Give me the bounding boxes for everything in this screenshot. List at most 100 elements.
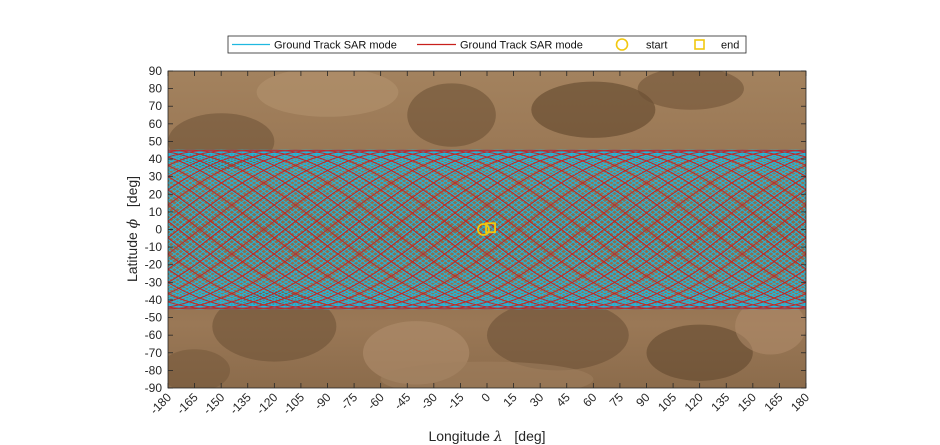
legend-label-start: start xyxy=(646,40,667,52)
track-line xyxy=(168,149,806,310)
y-tick-label: 70 xyxy=(149,99,163,113)
legend-swatch-end xyxy=(694,39,705,50)
track-line xyxy=(168,149,806,310)
x-tick-label: -75 xyxy=(338,390,360,412)
map-patch xyxy=(380,361,594,388)
x-tick-label: -135 xyxy=(227,390,254,417)
y-tick-label: -60 xyxy=(145,328,163,342)
x-tick-label: 75 xyxy=(607,390,627,410)
legend-label-end: end xyxy=(721,40,739,52)
y-tick-label: 90 xyxy=(149,64,163,78)
y-tick-label: -50 xyxy=(145,311,163,325)
legend-swatch-start xyxy=(615,38,629,51)
x-axis-label: Longitude λ [deg] xyxy=(428,428,545,445)
map-patch xyxy=(735,298,806,355)
track-line xyxy=(168,149,806,310)
markers xyxy=(477,222,496,236)
y-tick-label: 10 xyxy=(149,205,163,219)
track-line xyxy=(168,149,806,310)
x-tick-label: 150 xyxy=(735,390,759,414)
y-tick-label: 30 xyxy=(149,170,163,184)
track-line xyxy=(168,149,806,310)
x-tick-label: 135 xyxy=(708,390,732,414)
map-background xyxy=(168,71,806,388)
track-line xyxy=(168,149,806,310)
y-tick-label: 50 xyxy=(149,134,163,148)
legend: Ground Track SAR mode Ground Track SAR m… xyxy=(227,35,747,54)
track-line xyxy=(168,149,806,310)
track-line xyxy=(168,149,806,310)
track-line xyxy=(168,149,806,310)
x-tick-label: -30 xyxy=(418,390,440,412)
track-line xyxy=(168,149,806,310)
ground-tracks xyxy=(168,149,806,310)
y-tick-label: -30 xyxy=(145,275,163,289)
track-line xyxy=(168,149,806,310)
y-tick-label: 20 xyxy=(149,187,163,201)
track-line xyxy=(168,149,806,310)
track-line xyxy=(168,149,806,310)
y-axis-label: Latitude ϕ [deg] xyxy=(124,176,141,282)
track-line xyxy=(168,149,806,310)
track-line xyxy=(168,149,806,310)
x-tick-label: -150 xyxy=(200,390,227,417)
x-tick-label: -90 xyxy=(311,390,333,412)
track-line xyxy=(168,149,806,310)
x-tick-label: -120 xyxy=(254,390,281,417)
y-tick-label: 0 xyxy=(155,223,162,237)
x-tick-label: 105 xyxy=(655,390,679,414)
map-patch xyxy=(407,83,496,147)
y-tick-label: -20 xyxy=(145,258,163,272)
x-tick-label: -60 xyxy=(365,390,387,412)
x-tick-label: 120 xyxy=(682,390,706,414)
y-tick-label: 80 xyxy=(149,82,163,96)
x-tick-label: -105 xyxy=(280,390,307,417)
track-line xyxy=(168,149,806,310)
track-line xyxy=(168,149,806,310)
legend-label-series-1: Ground Track SAR mode xyxy=(274,40,397,52)
track-line xyxy=(168,149,806,310)
track-line xyxy=(168,149,806,310)
x-tick-label: 165 xyxy=(761,390,785,414)
y-tick-label: -10 xyxy=(145,240,163,254)
series-2 xyxy=(168,149,806,310)
marker-start xyxy=(477,223,490,236)
track-line xyxy=(168,149,806,310)
track-line xyxy=(168,149,806,310)
x-tick-label: -45 xyxy=(391,390,413,412)
marker-end xyxy=(485,222,496,234)
track-line xyxy=(168,149,806,310)
x-tick-label: 30 xyxy=(527,390,547,410)
track-line xyxy=(168,149,806,310)
track-line xyxy=(168,149,806,310)
y-tick-label: 40 xyxy=(149,152,163,166)
y-tick-label: -80 xyxy=(145,363,163,377)
y-tick-label: -70 xyxy=(145,346,163,360)
y-tick-label: -40 xyxy=(145,293,163,307)
legend-label-series-2: Ground Track SAR mode xyxy=(460,40,583,52)
y-tick-label: 60 xyxy=(149,117,163,131)
track-line xyxy=(168,149,806,310)
x-tick-label: 15 xyxy=(500,390,520,410)
y-tick-label: -90 xyxy=(145,381,163,395)
map-patch xyxy=(637,71,744,110)
map-patch xyxy=(487,299,629,371)
track-line xyxy=(168,149,806,310)
track-line xyxy=(168,149,806,310)
map-patch xyxy=(168,349,231,388)
map-patch xyxy=(531,81,656,138)
x-tick-label: 0 xyxy=(478,390,493,405)
track-line xyxy=(168,149,806,310)
y-axis: 90 80 70 60 50 40 30 20 10 0 -10 -20 -30 -40 -50 -60 -70… xyxy=(145,64,806,395)
x-tick-label: 45 xyxy=(554,390,574,410)
x-tick-label: 60 xyxy=(580,390,600,410)
map-patch xyxy=(256,71,399,117)
x-tick-label: 180 xyxy=(788,390,812,414)
map-patch xyxy=(646,324,753,381)
x-tick-label: -15 xyxy=(444,390,466,412)
x-tick-label: 90 xyxy=(633,390,653,410)
series-1 xyxy=(168,149,806,310)
track-line xyxy=(168,149,806,310)
x-tick-label: -165 xyxy=(174,390,201,417)
